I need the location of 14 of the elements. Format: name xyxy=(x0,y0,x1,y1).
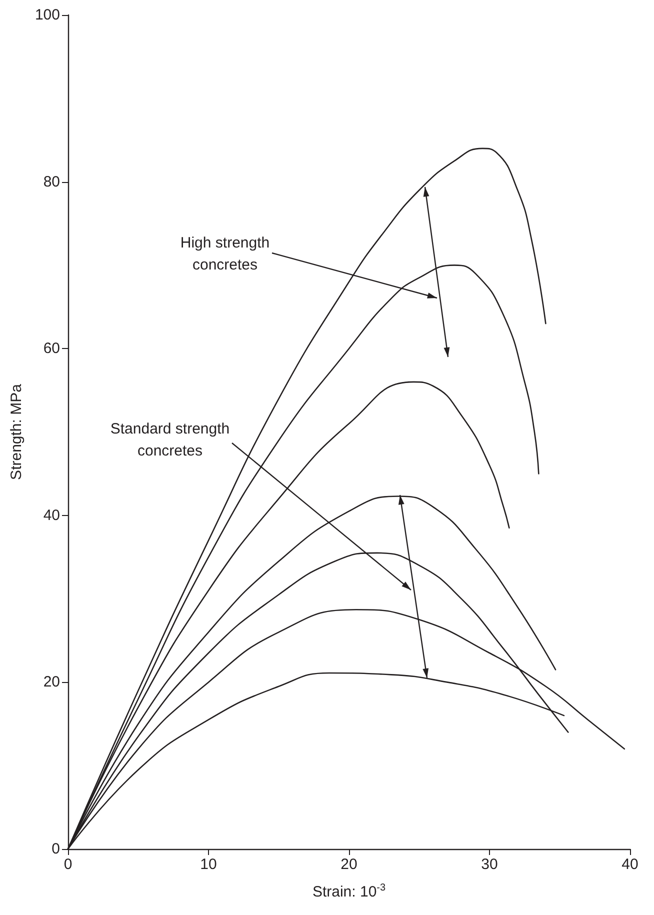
x-tick-label: 10 xyxy=(200,856,217,873)
x-tick-label: 40 xyxy=(622,856,638,873)
annotation: Standard strength concretes xyxy=(110,420,230,460)
annotation: High strength concretes xyxy=(180,234,270,274)
y-tick-label: 40 xyxy=(43,506,60,524)
y-tick-label: 100 xyxy=(34,6,60,24)
y-tick-label: 60 xyxy=(43,340,60,358)
y-tick-label: 0 xyxy=(52,840,60,858)
y-tick-label: 20 xyxy=(43,674,60,691)
y-axis-title: Strength: MPa xyxy=(8,383,26,480)
y-tick-label: 80 xyxy=(43,173,60,190)
x-tick-label: 20 xyxy=(340,856,358,873)
x-tick-label: 30 xyxy=(481,856,498,873)
x-tick-label: 0 xyxy=(64,856,72,873)
